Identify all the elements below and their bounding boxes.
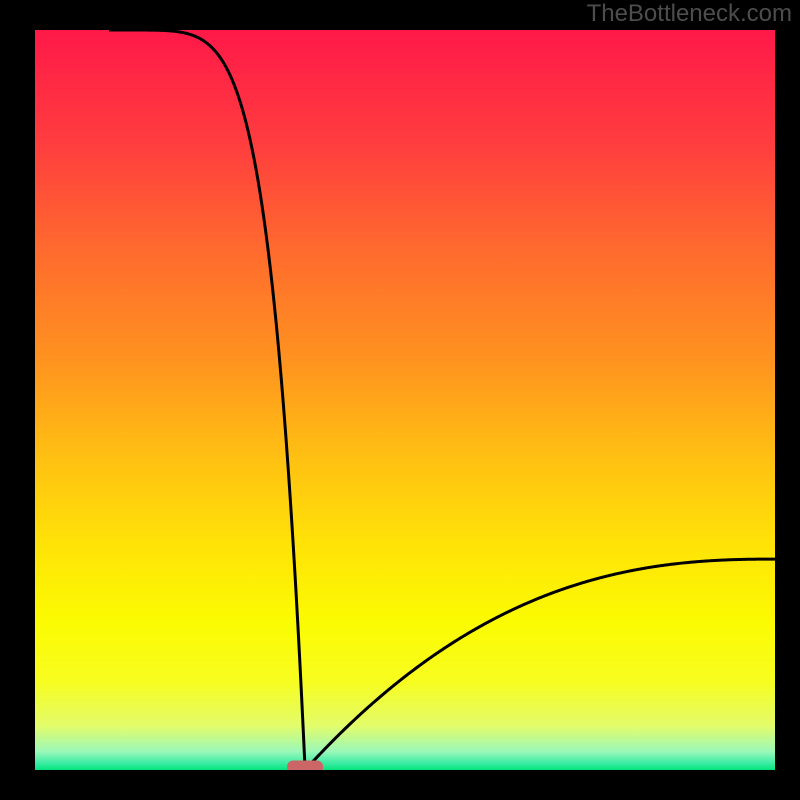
gradient-background bbox=[35, 30, 775, 770]
chart-svg bbox=[35, 30, 775, 770]
plot-area bbox=[35, 30, 775, 770]
optimal-marker bbox=[287, 761, 323, 771]
watermark-text: TheBottleneck.com bbox=[587, 0, 792, 28]
chart-root: TheBottleneck.com bbox=[0, 0, 800, 800]
